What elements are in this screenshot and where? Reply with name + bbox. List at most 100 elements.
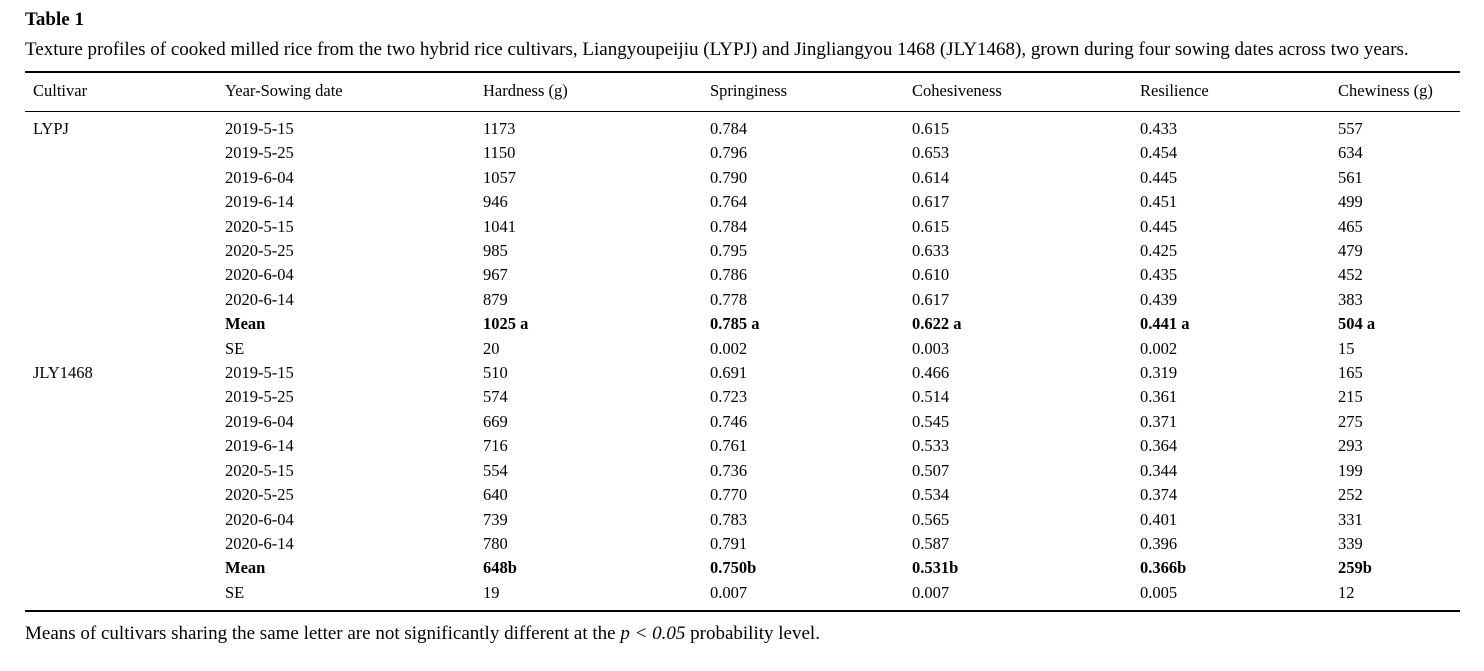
hardness-cell: 716	[483, 436, 508, 456]
cultivar-cell	[25, 434, 217, 458]
column-header-resilience: Resilience	[1132, 72, 1330, 112]
cohesiveness-cell: 0.531b	[912, 558, 959, 578]
table-row: 2019-6-04 669 0.746 0.545 0.371 275	[25, 410, 1460, 434]
cohesiveness-cell: 0.007	[912, 582, 950, 602]
column-header-hardness: Hardness (g)	[475, 72, 702, 112]
cohesiveness-cell: 0.622 a	[912, 314, 962, 334]
resilience-cell: 0.371	[1140, 411, 1178, 431]
cultivar-cell	[25, 410, 217, 434]
cultivar-cell	[25, 312, 217, 336]
cultivar-cell	[25, 288, 217, 312]
cohesiveness-cell: 0.633	[912, 241, 950, 261]
hardness-cell: 780	[483, 533, 508, 553]
hardness-cell: 669	[483, 411, 508, 431]
sowing-date-cell: 2020-5-25	[225, 485, 294, 505]
hardness-cell: 946	[483, 192, 508, 212]
springiness-cell: 0.761	[710, 436, 748, 456]
springiness-cell: 0.790	[710, 167, 748, 187]
header-row: Cultivar Year-Sowing date Hardness (g) S…	[25, 72, 1460, 112]
springiness-cell: 0.778	[710, 289, 748, 309]
chewiness-cell: 634	[1338, 143, 1363, 163]
sowing-date-cell: 2020-6-14	[225, 533, 294, 553]
table-row: SE 19 0.007 0.007 0.005 12	[25, 581, 1460, 611]
table-header: Cultivar Year-Sowing date Hardness (g) S…	[25, 72, 1460, 112]
springiness-cell: 0.691	[710, 363, 748, 383]
cohesiveness-cell: 0.615	[912, 119, 950, 138]
hardness-cell: 648b	[483, 558, 517, 578]
sowing-date-cell: SE	[225, 338, 245, 358]
cohesiveness-cell: 0.617	[912, 192, 950, 212]
chewiness-cell: 383	[1338, 289, 1363, 309]
table-row: 2019-6-04 1057 0.790 0.614 0.445 561	[25, 166, 1460, 190]
hardness-cell: 739	[483, 509, 508, 529]
table-row: SE 20 0.002 0.003 0.002 15	[25, 337, 1460, 361]
hardness-cell: 19	[483, 582, 500, 602]
cultivar-cell	[25, 483, 217, 507]
hardness-cell: 510	[483, 363, 508, 383]
chewiness-cell: 452	[1338, 265, 1363, 285]
cultivar-cell	[25, 532, 217, 556]
sowing-date-cell: 2019-5-15	[225, 363, 294, 383]
footnote-suffix: probability level.	[685, 623, 820, 645]
hardness-cell: 20	[483, 338, 500, 358]
sowing-date-cell: 2019-5-25	[225, 143, 294, 163]
chewiness-cell: 331	[1338, 509, 1363, 529]
cultivar-cell	[25, 581, 217, 611]
springiness-cell: 0.007	[710, 582, 748, 602]
chewiness-cell: 557	[1338, 119, 1363, 138]
cultivar-cell	[25, 239, 217, 263]
cultivar-cell	[25, 190, 217, 214]
springiness-cell: 0.783	[710, 509, 748, 529]
chewiness-cell: 15	[1338, 338, 1355, 358]
sowing-date-cell: 2020-5-15	[225, 216, 294, 236]
chewiness-cell: 339	[1338, 533, 1363, 553]
sowing-date-cell: 2020-6-14	[225, 289, 294, 309]
springiness-cell: 0.723	[710, 387, 748, 407]
table-row: Mean 648b 0.750b 0.531b 0.366b 259b	[25, 556, 1460, 580]
sowing-date-cell: Mean	[225, 558, 266, 578]
sowing-date-cell: 2019-6-04	[225, 411, 294, 431]
hardness-cell: 554	[483, 460, 508, 480]
resilience-cell: 0.344	[1140, 460, 1178, 480]
hardness-cell: 1041	[483, 216, 516, 236]
cultivar-cell	[25, 459, 217, 483]
table-row: 2020-6-14 780 0.791 0.587 0.396 339	[25, 532, 1460, 556]
chewiness-cell: 479	[1338, 241, 1363, 261]
hardness-cell: 1025 a	[483, 314, 529, 334]
springiness-cell: 0.770	[710, 485, 748, 505]
chewiness-cell: 293	[1338, 436, 1363, 456]
cultivar-cell	[25, 508, 217, 532]
springiness-cell: 0.746	[710, 411, 748, 431]
hardness-cell: 574	[483, 387, 508, 407]
resilience-cell: 0.425	[1140, 241, 1178, 261]
cohesiveness-cell: 0.534	[912, 485, 950, 505]
resilience-cell: 0.451	[1140, 192, 1178, 212]
footnote-prefix: Means of cultivars sharing the same lett…	[25, 623, 621, 645]
springiness-cell: 0.791	[710, 533, 748, 553]
table-row: 2020-5-15 554 0.736 0.507 0.344 199	[25, 459, 1460, 483]
cohesiveness-cell: 0.615	[912, 216, 950, 236]
hardness-cell: 879	[483, 289, 508, 309]
resilience-cell: 0.002	[1140, 338, 1178, 358]
resilience-cell: 0.366b	[1140, 558, 1187, 578]
resilience-cell: 0.445	[1140, 216, 1178, 236]
sowing-date-cell: 2019-6-14	[225, 436, 294, 456]
cohesiveness-cell: 0.653	[912, 143, 950, 163]
springiness-cell: 0.750b	[710, 558, 757, 578]
hardness-cell: 985	[483, 241, 508, 261]
table-row: 2020-5-15 1041 0.784 0.615 0.445 465	[25, 215, 1460, 239]
resilience-cell: 0.433	[1140, 119, 1178, 138]
cohesiveness-cell: 0.514	[912, 387, 950, 407]
hardness-cell: 1057	[483, 167, 516, 187]
footnote-pvalue: p < 0.05	[620, 623, 686, 645]
column-header-cultivar: Cultivar	[25, 72, 217, 112]
table-caption: Texture profiles of cooked milled rice f…	[25, 39, 1409, 60]
hardness-cell: 640	[483, 485, 508, 505]
cultivar-cell	[25, 263, 217, 287]
chewiness-cell: 465	[1338, 216, 1363, 236]
chewiness-cell: 561	[1338, 167, 1363, 187]
column-header-year-sowing-date: Year-Sowing date	[217, 72, 475, 112]
springiness-cell: 0.795	[710, 241, 748, 261]
table-row: JLY1468 2019-5-15 510 0.691 0.466 0.319 165	[25, 361, 1460, 385]
sowing-date-cell: 2019-6-14	[225, 192, 294, 212]
